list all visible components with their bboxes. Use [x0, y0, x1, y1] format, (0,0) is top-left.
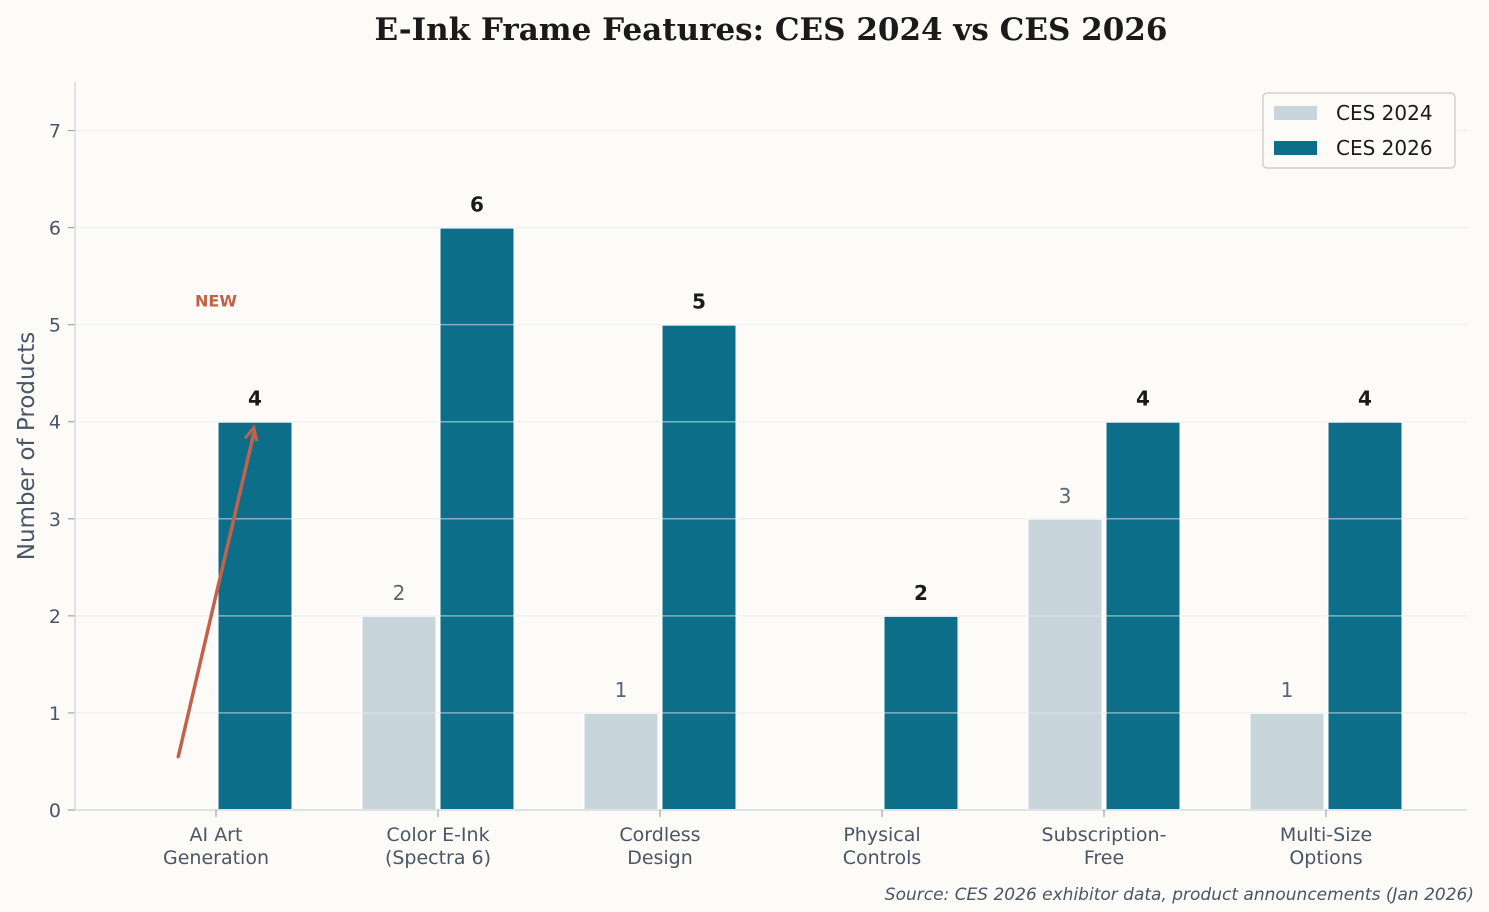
data-label: 2: [914, 581, 928, 605]
legend-swatch-ces-2026: [1274, 141, 1317, 155]
annotation-arrow: [176, 431, 256, 759]
x-tick-label: Options: [1289, 847, 1362, 869]
legend: CES 2024 CES 2026: [1262, 92, 1456, 169]
data-label: 5: [692, 290, 706, 314]
y-tick-label: 4: [49, 412, 61, 434]
source-note: Source: CES 2026 exhibitor data, product…: [885, 885, 1474, 905]
legend-label-ces-2024: CES 2024: [1336, 101, 1433, 125]
y-tick-label: 1: [49, 703, 61, 725]
data-label: 4: [1358, 387, 1372, 411]
y-tick-label: 3: [49, 509, 61, 531]
arrow-head-icon: [243, 424, 259, 442]
annotation-new: NEW: [195, 291, 237, 310]
data-label: 3: [1059, 484, 1072, 508]
data-label: 1: [1281, 678, 1294, 702]
y-tick-label: 5: [49, 315, 61, 337]
legend-label-ces-2026: CES 2026: [1336, 136, 1433, 160]
x-tick-label: Multi-Size: [1280, 824, 1372, 846]
chart-title: E-Ink Frame Features: CES 2024 vs CES 20…: [375, 12, 1168, 48]
x-tick-label: Color E-Ink: [386, 824, 489, 846]
bar-ces-2024-5: [1248, 711, 1326, 812]
x-tick-label: Subscription-: [1042, 824, 1167, 846]
data-label: 4: [248, 387, 262, 411]
data-label: 1: [615, 678, 628, 702]
data-label: 6: [470, 193, 484, 217]
data-label: 4: [1136, 387, 1150, 411]
y-tick-label: 0: [49, 800, 61, 822]
legend-swatch-ces-2024: [1274, 106, 1317, 120]
x-tick-label: Generation: [163, 847, 269, 869]
x-tick-label: (Spectra 6): [385, 847, 491, 869]
bar-ces-2024-2: [582, 711, 660, 812]
y-tick-label: 2: [49, 606, 61, 628]
x-tick-label: Cordless: [619, 824, 700, 846]
data-label: 2: [393, 581, 406, 605]
x-tick-label: Design: [627, 847, 693, 869]
y-tick-label: 6: [49, 218, 61, 240]
x-tick-label: Free: [1084, 847, 1124, 869]
y-axis-label: Number of Products: [14, 332, 40, 561]
bar-ces-2026-2: [660, 323, 738, 811]
bar-ces-2024-4: [1026, 517, 1104, 811]
y-tick-label: 7: [49, 121, 61, 143]
x-tick-label: Physical: [843, 824, 920, 846]
x-tick-label: Controls: [843, 847, 922, 869]
x-tick-label: AI Art: [190, 824, 243, 846]
